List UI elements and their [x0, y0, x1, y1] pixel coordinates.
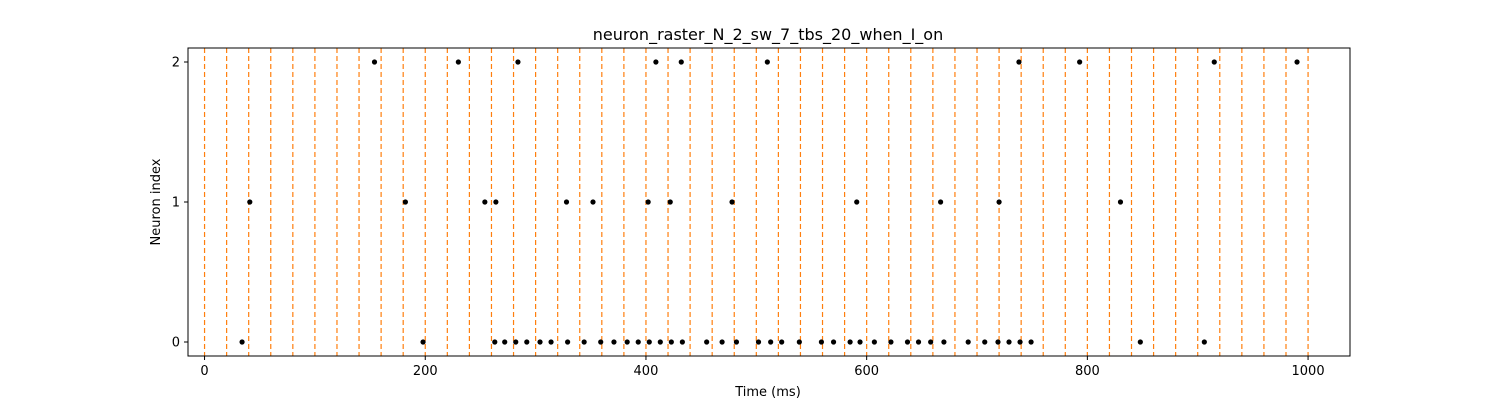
spike-point [653, 59, 659, 65]
x-tick-label: 1000 [1292, 364, 1325, 379]
x-tick-label: 200 [413, 364, 438, 379]
spike-point [482, 199, 488, 205]
spike-point [915, 339, 922, 345]
spike-point [1006, 339, 1012, 345]
spike-point [847, 339, 853, 345]
spike-point [565, 339, 571, 345]
spike-point [493, 199, 499, 205]
spike-point [941, 339, 947, 345]
x-tick-label: 0 [200, 364, 208, 379]
spike-point [563, 199, 570, 205]
y-axis-ticks: 0 1 2 [172, 56, 188, 351]
spike-point [982, 339, 988, 345]
spike-point [537, 339, 543, 345]
stimulus-lines [203, 48, 1309, 356]
spike-point [371, 59, 378, 65]
y-tick-label: 1 [172, 196, 180, 211]
spike-point [581, 339, 587, 345]
chart-title: neuron_raster_N_2_sw_7_tbs_20_when_I_on [593, 25, 943, 45]
y-axis-label: Neuron index [149, 158, 164, 245]
spike-point [779, 339, 785, 345]
spike-point [402, 199, 408, 205]
spike-point [764, 59, 770, 65]
spike-point [1294, 59, 1300, 65]
spike-point [1016, 59, 1022, 65]
spike-point [420, 339, 426, 345]
spike-point [1017, 339, 1023, 345]
spike-point [678, 59, 684, 65]
spike-point [871, 339, 877, 345]
spike-point [733, 339, 740, 345]
spike-point [657, 339, 663, 345]
x-tick-label: 800 [1075, 364, 1100, 379]
spike-point [1028, 339, 1034, 345]
spike-point [818, 339, 825, 345]
spike-point [1201, 339, 1207, 345]
spike-point [965, 339, 971, 345]
x-axis-ticks: 0 200 400 600 800 1000 [200, 356, 1325, 379]
spike-point [598, 339, 604, 345]
spike-point [719, 339, 725, 345]
spike-point [611, 339, 617, 345]
spike-point [888, 339, 894, 345]
y-tick-label: 0 [172, 336, 180, 351]
spike-point [996, 199, 1002, 205]
spike-point [1117, 199, 1124, 205]
spike-point [515, 59, 521, 65]
y-tick-label: 2 [172, 56, 180, 71]
spike-point [590, 199, 596, 205]
spike-point [1211, 59, 1217, 65]
spike-point [904, 339, 911, 345]
spike-point [928, 339, 934, 345]
spike-point [704, 339, 710, 345]
spike-point [1077, 59, 1083, 65]
spike-point [513, 339, 519, 345]
spike-point [679, 339, 685, 345]
spike-point [937, 199, 944, 205]
spike-point [548, 339, 554, 345]
spike-point [830, 339, 837, 345]
spike-point [768, 339, 774, 345]
x-tick-label: 400 [634, 364, 659, 379]
spike-point [492, 339, 498, 345]
spike-point [1137, 339, 1143, 345]
spike-point [455, 59, 461, 65]
spike-point [667, 199, 673, 205]
spike-point [645, 199, 651, 205]
x-axis-label: Time (ms) [734, 385, 801, 400]
spike-point [646, 339, 652, 345]
spike-point [502, 339, 508, 345]
spike-point [857, 339, 863, 345]
spike-point [239, 339, 245, 345]
spike-point [247, 199, 253, 205]
spike-points [239, 59, 1300, 345]
x-tick-label: 600 [854, 364, 879, 379]
spike-point [668, 339, 674, 345]
spike-point [635, 339, 641, 345]
spike-point [524, 339, 530, 345]
spike-point [995, 339, 1001, 345]
spike-point [854, 199, 860, 205]
spike-point [729, 199, 735, 205]
spike-point [755, 339, 762, 345]
spike-point [624, 339, 630, 345]
spike-point [796, 339, 802, 345]
